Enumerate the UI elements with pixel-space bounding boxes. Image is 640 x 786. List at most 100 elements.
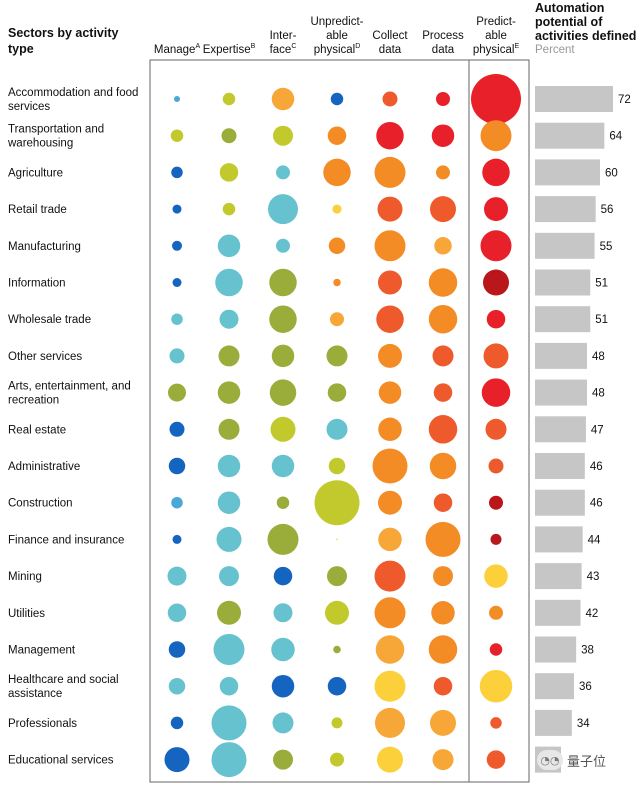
column-header-expertise: ExpertiseB xyxy=(203,43,256,56)
bubble-manage xyxy=(168,457,186,475)
bubble-process xyxy=(428,415,458,444)
bubble-collect xyxy=(377,746,403,773)
bubble-expertise xyxy=(219,676,239,696)
bubble-predictable xyxy=(489,643,503,656)
bubble-interface xyxy=(272,712,294,734)
sector-label: Finance and insurance xyxy=(8,534,124,546)
automation-bar xyxy=(535,159,600,186)
bubble-unpredictable xyxy=(330,752,344,767)
automation-value: 48 xyxy=(592,351,605,363)
bubble-expertise xyxy=(211,742,247,778)
automation-bar xyxy=(535,269,591,296)
bubble-process xyxy=(429,452,457,480)
automation-subheader: Percent xyxy=(535,44,575,56)
automation-bar xyxy=(535,86,613,112)
bubble-predictable xyxy=(480,120,512,152)
bubble-predictable xyxy=(486,750,506,769)
bubble-process xyxy=(430,196,456,223)
bubble-process xyxy=(432,749,454,771)
sector-label: Mining xyxy=(8,571,42,583)
bubble-collect xyxy=(378,490,402,515)
bubble-interface xyxy=(268,194,298,225)
sector-label: Management xyxy=(8,645,76,657)
bubble-unpredictable xyxy=(331,717,343,729)
bubble-manage xyxy=(170,716,184,730)
bubble-unpredictable xyxy=(327,676,347,696)
bubble-unpredictable xyxy=(330,92,344,106)
bubble-unpredictable xyxy=(327,383,347,402)
bubble-manage xyxy=(171,496,183,509)
sector-label: Wholesale trade xyxy=(8,314,91,326)
column-header-collect: data xyxy=(379,44,402,56)
bubble-collect xyxy=(374,597,406,629)
automation-value: 46 xyxy=(590,498,603,510)
bubble-interface xyxy=(269,305,297,333)
bubble-manage xyxy=(172,240,182,251)
automation-value: 51 xyxy=(595,314,608,326)
bubble-area-frame xyxy=(149,59,530,783)
bubble-collect xyxy=(378,343,402,368)
automation-value: 72 xyxy=(618,94,631,106)
bubble-predictable xyxy=(471,74,521,124)
column-header-manage: ManageA xyxy=(154,43,201,56)
bubble-process xyxy=(425,521,461,557)
column-header-process: data xyxy=(432,44,455,56)
bubble-unpredictable xyxy=(325,600,349,625)
sector-label: Healthcare and social xyxy=(8,674,119,686)
automation-bar xyxy=(535,416,586,443)
automation-value: 44 xyxy=(588,534,601,546)
sector-label: Other services xyxy=(8,351,82,363)
bubble-process xyxy=(428,635,458,664)
bubble-interface xyxy=(270,416,296,442)
bubble-expertise xyxy=(219,566,239,587)
bubble-process xyxy=(436,165,450,180)
automation-bar xyxy=(535,526,583,553)
bubble-unpredictable xyxy=(336,538,338,541)
column-header-collect: Collect xyxy=(372,30,408,42)
sector-label: Transportation and xyxy=(8,124,104,136)
bubble-unpredictable xyxy=(314,480,360,526)
bubble-expertise xyxy=(217,454,241,478)
bubble-expertise xyxy=(213,634,245,665)
bubble-predictable xyxy=(488,458,504,474)
automation-value: 36 xyxy=(579,681,592,693)
bubble-expertise xyxy=(217,600,241,625)
chart-title-line2: type xyxy=(8,42,34,56)
sector-label: Construction xyxy=(8,498,73,510)
bubble-collect xyxy=(374,670,406,702)
sector-label: recreation xyxy=(8,395,59,407)
bubble-collect xyxy=(378,527,402,552)
bubble-collect xyxy=(377,196,403,222)
bubble-expertise xyxy=(217,491,241,514)
column-header-unpredictable: physicalD xyxy=(314,43,361,56)
bubble-unpredictable xyxy=(326,345,348,367)
column-header-predictable: physicalE xyxy=(473,43,520,56)
bubble-manage xyxy=(168,383,186,402)
bubble-predictable xyxy=(479,669,513,703)
bubble-predictable xyxy=(484,564,508,588)
automation-value: 43 xyxy=(587,571,600,583)
bubble-interface xyxy=(276,496,290,509)
bubble-manage xyxy=(164,747,190,773)
automation-value: 47 xyxy=(591,424,604,436)
bubble-process xyxy=(431,601,455,625)
sector-label: warehousing xyxy=(7,138,73,150)
bubble-process xyxy=(433,676,453,696)
bubble-predictable xyxy=(485,418,507,440)
automation-bar xyxy=(535,709,572,736)
bubble-predictable xyxy=(483,269,509,296)
bubble-unpredictable xyxy=(323,158,351,187)
bubble-predictable xyxy=(482,158,510,187)
bubble-unpredictable xyxy=(327,126,347,145)
automation-bar xyxy=(535,673,574,700)
watermark-text: 量子位 xyxy=(567,754,607,770)
bubble-unpredictable xyxy=(328,237,346,255)
bubble-collect xyxy=(375,635,405,664)
sector-label: Professionals xyxy=(8,718,77,730)
bubble-collect xyxy=(374,156,406,188)
bubble-interface xyxy=(271,454,295,478)
bubble-process xyxy=(433,566,453,587)
bubble-expertise xyxy=(219,163,239,182)
bubble-predictable xyxy=(486,309,506,329)
column-header-predictable: able xyxy=(485,30,507,42)
